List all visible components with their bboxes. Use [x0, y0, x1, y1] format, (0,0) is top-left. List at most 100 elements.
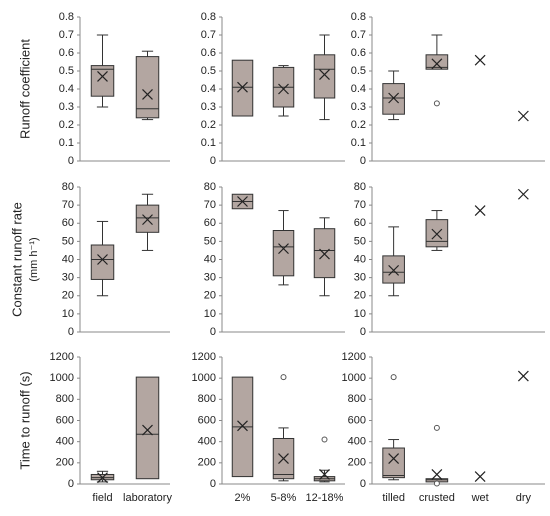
y-tick-label: 600 [348, 414, 366, 426]
mean-marker [319, 248, 330, 260]
y-tick-label: 0.3 [201, 101, 216, 113]
mean-marker [142, 214, 153, 226]
box [382, 255, 405, 284]
y-tick-label: 1000 [342, 372, 366, 384]
y-tick-label: 20 [62, 290, 74, 302]
y-tick-label: 70 [62, 199, 74, 211]
y-tick-label: 10 [204, 308, 216, 320]
y-tick-label: 400 [348, 436, 366, 448]
y-tick-label: 0 [68, 155, 74, 167]
x-tick-label: 5-8% [271, 492, 297, 504]
outlier [390, 374, 397, 381]
y-tick-label: 60 [204, 217, 216, 229]
y-tick-label: 800 [348, 393, 366, 405]
y-tick-label: 0 [360, 155, 366, 167]
x-tick-label: crusted [419, 492, 455, 504]
y-axis-label: Runoff coefficient [17, 39, 32, 139]
y-tick-label: 0.4 [201, 83, 216, 95]
y-tick-label: 0.2 [201, 119, 216, 131]
y-tick-label: 20 [204, 290, 216, 302]
y-tick-label: 0.3 [59, 101, 74, 113]
y-tick-label: 0.1 [59, 137, 74, 149]
x-tick-label: 12-18% [306, 492, 344, 504]
outlier [280, 374, 287, 381]
y-tick-label: 70 [204, 199, 216, 211]
y-tick-label: 50 [204, 235, 216, 247]
y-tick-label: 0.1 [351, 137, 366, 149]
y-tick-label: 40 [62, 253, 74, 265]
mean-marker [278, 453, 289, 465]
box [135, 376, 160, 480]
y-tick-label: 10 [354, 308, 366, 320]
x-tick-label: laboratory [123, 492, 172, 504]
y-tick-label: 0 [360, 478, 366, 490]
mean-marker [319, 469, 330, 480]
mean-marker [388, 264, 400, 276]
y-tick-label: 600 [198, 414, 216, 426]
mean-marker [517, 370, 529, 382]
mean-marker [517, 188, 529, 200]
outlier [433, 424, 440, 431]
y-tick-label: 60 [62, 217, 74, 229]
y-tick-label: 70 [354, 199, 366, 211]
mean-marker [474, 54, 486, 66]
y-tick-label: 80 [354, 181, 366, 193]
y-tick-label: 0.5 [201, 65, 216, 77]
y-tick-label: 0.4 [59, 83, 74, 95]
y-tick-label: 200 [56, 457, 74, 469]
box [425, 219, 449, 248]
y-tick-label: 600 [56, 414, 74, 426]
y-tick-label: 800 [198, 393, 216, 405]
x-tick-label: tilled [382, 492, 405, 504]
mean-marker [474, 471, 486, 483]
y-tick-label: 0 [210, 326, 216, 338]
y-tick-label: 0.8 [351, 11, 366, 23]
mean-marker [388, 453, 400, 465]
y-tick-label: 50 [354, 235, 366, 247]
mean-marker [237, 81, 248, 93]
y-tick-label: 30 [354, 272, 366, 284]
y-axis-label: Constant runoff rate [9, 202, 24, 317]
box [382, 447, 405, 479]
mean-marker [278, 243, 289, 255]
mean-marker [431, 58, 443, 70]
y-tick-label: 0.7 [201, 29, 216, 41]
outlier [321, 436, 328, 443]
y-tick-label: 1000 [192, 372, 216, 384]
y-tick-label: 50 [62, 235, 74, 247]
y-tick-label: 0.8 [201, 11, 216, 23]
y-tick-label: 400 [56, 436, 74, 448]
mean-marker [517, 110, 529, 122]
y-tick-label: 1000 [50, 372, 74, 384]
box [313, 228, 336, 279]
mean-marker [97, 472, 108, 484]
y-tick-label: 0.8 [59, 11, 74, 23]
mean-marker [431, 469, 443, 480]
y-tick-label: 10 [62, 308, 74, 320]
y-tick-label: 1200 [192, 351, 216, 363]
y-tick-label: 400 [198, 436, 216, 448]
mean-marker [431, 228, 443, 240]
y-axis-label: Time to runoff (s) [17, 371, 32, 469]
y-tick-label: 0.5 [351, 65, 366, 77]
y-tick-label: 0.6 [201, 47, 216, 59]
box [135, 204, 160, 233]
y-tick-label: 40 [204, 253, 216, 265]
y-tick-label: 1200 [50, 351, 74, 363]
mean-marker [237, 196, 248, 207]
mean-marker [97, 70, 108, 82]
y-tick-label: 0 [210, 155, 216, 167]
outlier [433, 480, 440, 487]
y-tick-label: 200 [198, 457, 216, 469]
y-tick-label: 0 [68, 326, 74, 338]
mean-marker [388, 92, 400, 104]
box [313, 54, 336, 99]
outlier [433, 100, 440, 107]
y-tick-label: 0.5 [59, 65, 74, 77]
x-tick-label: field [92, 492, 112, 504]
y-tick-label: 0 [68, 478, 74, 490]
y-tick-label: 0.2 [351, 119, 366, 131]
x-tick-label: dry [516, 492, 532, 504]
y-tick-label: 1200 [342, 351, 366, 363]
mean-marker [97, 254, 108, 265]
